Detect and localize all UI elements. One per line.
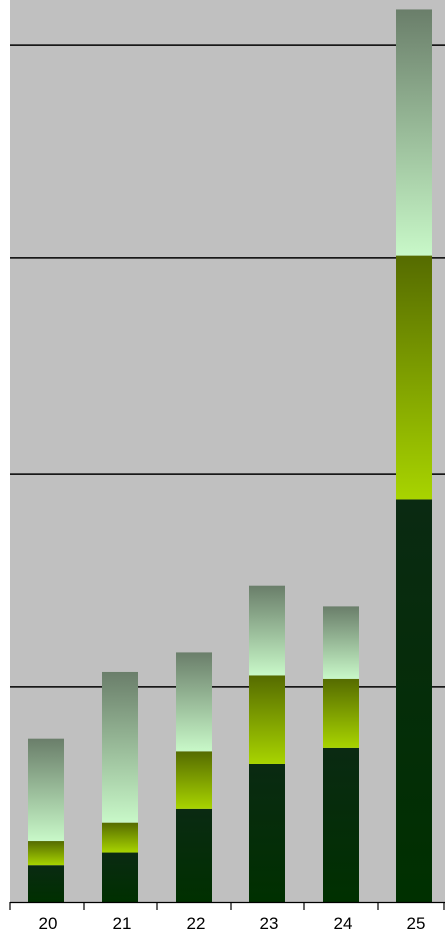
x-tick-label-20: 20 <box>39 914 58 933</box>
gridlines <box>10 44 445 688</box>
x-axis <box>9 901 445 910</box>
bar-22-segment-0 <box>176 808 212 902</box>
bar-21-segment-2 <box>102 671 138 823</box>
bars <box>28 9 432 902</box>
bar-23-segment-2 <box>249 585 285 676</box>
bar-25-segment-1 <box>396 255 432 500</box>
bar-23-segment-1 <box>249 675 285 764</box>
bar-25-segment-2 <box>396 9 432 256</box>
x-tick-label-22: 22 <box>187 914 206 933</box>
bar-21-segment-1 <box>102 822 138 853</box>
bar-20-segment-1 <box>28 841 64 866</box>
bar-25-segment-0 <box>396 499 432 902</box>
bar-22-segment-1 <box>176 751 212 809</box>
bar-22-segment-2 <box>176 652 212 752</box>
bar-23-segment-0 <box>249 763 285 902</box>
bar-24-segment-2 <box>323 606 359 679</box>
x-tick-label-24: 24 <box>334 914 353 933</box>
x-tick-labels: 20 21 22 23 24 25 <box>39 914 426 933</box>
x-tick-label-25: 25 <box>407 914 426 933</box>
bar-20-segment-2 <box>28 738 64 842</box>
plot-area <box>10 0 445 902</box>
x-tick-label-23: 23 <box>260 914 279 933</box>
bar-24-segment-1 <box>323 678 359 748</box>
bar-20-segment-0 <box>28 865 64 902</box>
bar-21-segment-0 <box>102 852 138 902</box>
bar-24-segment-0 <box>323 747 359 902</box>
x-tick-label-21: 21 <box>113 914 132 933</box>
